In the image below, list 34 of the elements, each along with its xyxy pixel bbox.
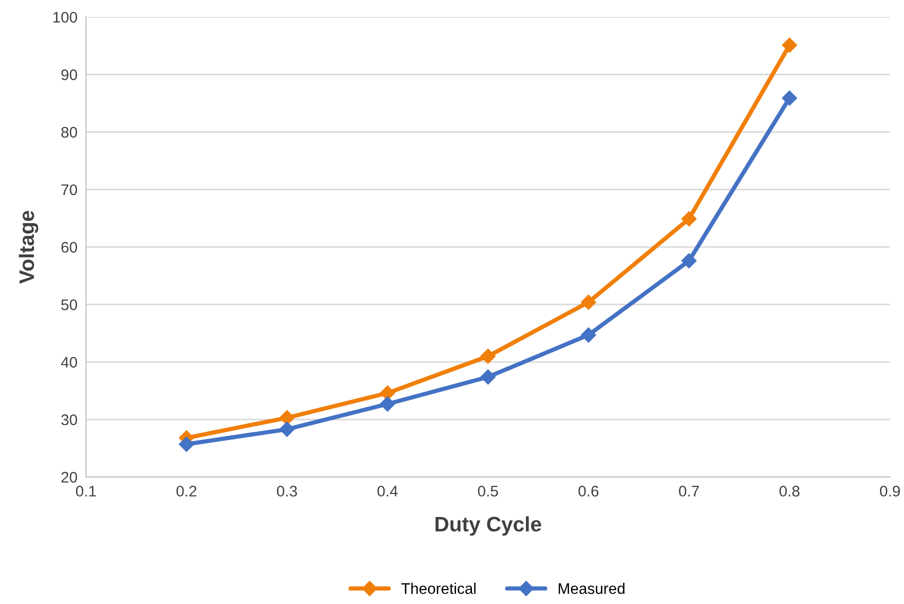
legend-label: Theoretical bbox=[401, 582, 476, 594]
point bbox=[380, 396, 396, 412]
point bbox=[782, 38, 798, 53]
y-tick-label: 30 bbox=[61, 414, 78, 426]
x-tick-label: 0.6 bbox=[578, 486, 598, 497]
point bbox=[681, 211, 697, 226]
x-tick-label: 0.5 bbox=[478, 486, 498, 497]
y-tick-label: 20 bbox=[61, 472, 78, 483]
legend-label: Measured bbox=[558, 582, 624, 594]
point bbox=[279, 410, 295, 426]
x-tick-label: 0.1 bbox=[76, 486, 96, 497]
point bbox=[580, 294, 596, 310]
y-tick-label: 80 bbox=[61, 126, 78, 138]
x-tick-label: 0.7 bbox=[678, 486, 699, 497]
x-tick-label: 0.8 bbox=[779, 486, 800, 497]
y-tick-label: 40 bbox=[61, 356, 78, 368]
x-tick-label: 0.3 bbox=[276, 486, 297, 497]
y-tick-label: 100 bbox=[53, 12, 78, 23]
point bbox=[580, 327, 596, 343]
x-tick-label: 0.9 bbox=[880, 486, 900, 497]
y-tick-label: 90 bbox=[61, 69, 78, 80]
x-tick-label: 0.2 bbox=[176, 486, 196, 497]
x-tick-label: 0.4 bbox=[377, 486, 398, 497]
y-axis-title: Voltage bbox=[18, 210, 38, 284]
point bbox=[782, 90, 798, 106]
point bbox=[279, 422, 295, 437]
point bbox=[480, 348, 496, 364]
point bbox=[178, 436, 194, 452]
point bbox=[681, 253, 697, 268]
x-axis-title: Duty Cycle bbox=[436, 516, 542, 536]
y-tick-label: 50 bbox=[61, 299, 78, 310]
y-tick-label: 60 bbox=[61, 242, 78, 253]
y-tick-label: 70 bbox=[61, 184, 78, 196]
point bbox=[480, 369, 496, 385]
